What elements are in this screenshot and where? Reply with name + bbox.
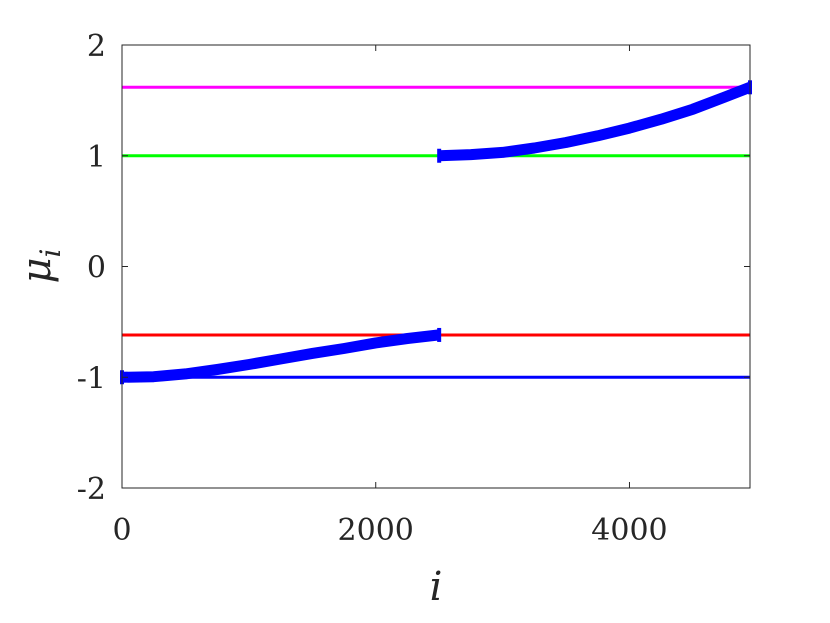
y-tick-label-2: 0 <box>87 251 106 286</box>
y-axis-label: μi <box>14 249 67 284</box>
series-0-segment-1 <box>438 82 752 162</box>
x-tick-label-0: 0 <box>112 513 131 548</box>
plot-area <box>122 45 750 488</box>
y-tick-label-1: -1 <box>77 361 106 396</box>
x-tick-label-2: 4000 <box>591 513 667 548</box>
y-tick-label-4: 2 <box>87 29 106 64</box>
axis-ticks <box>121 44 750 489</box>
tick-labels: 0 2000 4000 -2 -1 0 1 2 <box>77 29 668 548</box>
y-tick-label-0: -2 <box>77 472 106 507</box>
x-tick-label-1: 2000 <box>338 513 414 548</box>
x-axis-label: i <box>430 564 443 610</box>
y-tick-label-3: 1 <box>87 140 106 175</box>
series-0-segment-0 <box>121 329 440 383</box>
